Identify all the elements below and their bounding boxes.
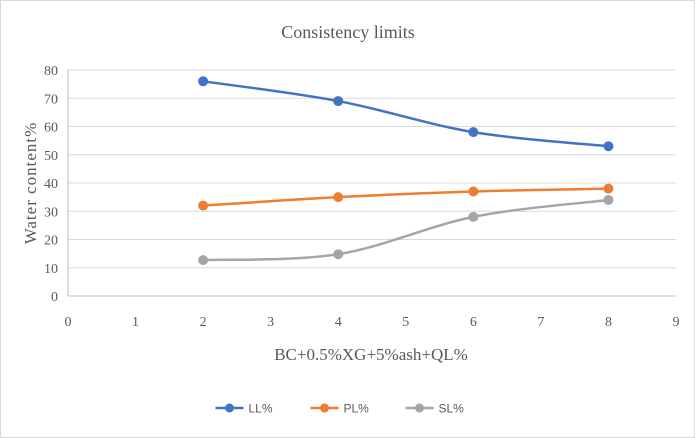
x-tick-labels: 0 1 2 3 4 5 6 7 8 9: [65, 315, 680, 330]
x-tick-label: 9: [673, 315, 680, 330]
series-line: [203, 198, 609, 262]
legend: LL% PL% SL%: [215, 402, 465, 416]
y-tick-label: 60: [44, 121, 58, 136]
series-layer: [198, 76, 614, 266]
x-tick-label: 3: [267, 315, 274, 330]
y-tick-labels: 0 10 20 30 40 50 60 70 80: [44, 64, 58, 305]
y-tick-label: 80: [44, 64, 58, 79]
x-tick-label: 6: [470, 315, 477, 330]
series-sl: [198, 194, 614, 266]
x-tick-label: 2: [200, 315, 207, 330]
data-point: [603, 194, 614, 205]
series-line: [202, 80, 609, 148]
x-axis-label: BC+0.5%XG+5%ash+QL%: [274, 345, 468, 364]
axes: [67, 70, 676, 297]
chart-title: Consistency limits: [281, 22, 415, 42]
data-point: [468, 127, 479, 138]
data-point: [198, 76, 209, 87]
legend-label: PL%: [344, 402, 370, 416]
data-point: [333, 249, 344, 260]
y-tick-label: 40: [44, 177, 58, 192]
y-tick-label: 20: [44, 234, 58, 249]
x-tick-label: 4: [335, 315, 342, 330]
legend-item: LL%: [215, 402, 273, 416]
series-ll: [198, 76, 614, 152]
series-pl: [198, 183, 614, 211]
data-point: [198, 255, 209, 266]
x-tick-label: 8: [605, 315, 612, 330]
legend-item: SL%: [405, 402, 465, 416]
x-tick-label: 5: [402, 315, 409, 330]
data-point: [468, 186, 479, 197]
data-point: [333, 192, 344, 203]
y-axis-label: Water content%: [21, 122, 40, 245]
y-tick-label: 50: [44, 149, 58, 164]
x-tick-label: 1: [132, 315, 139, 330]
data-point: [198, 200, 209, 211]
data-point: [603, 183, 614, 194]
data-point: [603, 141, 614, 152]
y-tick-label: 10: [44, 262, 58, 277]
y-tick-label: 70: [44, 92, 58, 107]
legend-marker: [320, 403, 329, 413]
x-tick-label: 0: [65, 315, 72, 330]
data-point: [333, 96, 344, 107]
x-tick-label: 7: [537, 315, 544, 330]
legend-label: LL%: [249, 402, 273, 416]
legend-label: SL%: [439, 402, 465, 416]
legend-marker: [225, 403, 234, 413]
y-tick-label: 0: [51, 290, 58, 305]
series-line: [203, 187, 609, 207]
data-point: [468, 211, 479, 222]
y-tick-label: 30: [44, 205, 58, 220]
legend-marker: [415, 403, 424, 413]
legend-item: PL%: [310, 402, 370, 416]
gridlines: [68, 69, 676, 269]
